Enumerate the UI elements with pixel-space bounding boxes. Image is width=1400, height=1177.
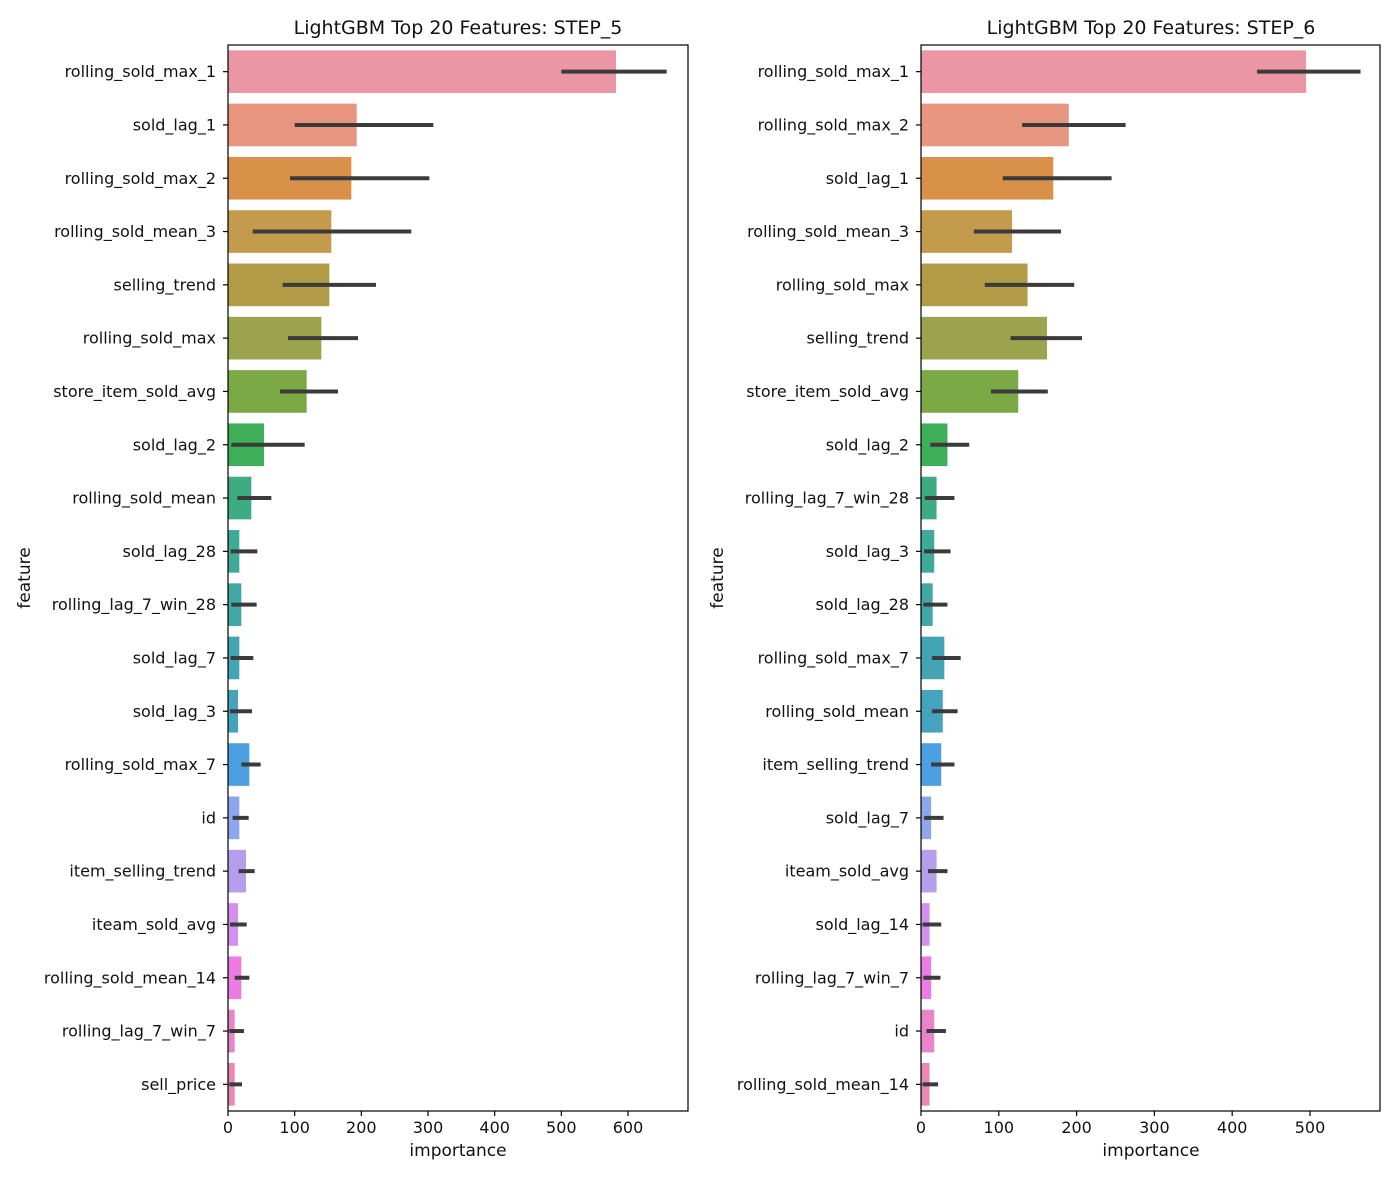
y-tick-label: iteam_sold_avg <box>785 862 909 882</box>
y-tick-label: sold_lag_28 <box>816 595 910 615</box>
bar <box>228 956 242 1000</box>
y-tick-label: sold_lag_2 <box>826 435 909 455</box>
y-tick-label: store_item_sold_avg <box>53 382 216 402</box>
y-tick-label: item_selling_trend <box>762 755 909 775</box>
y-tick-label: rolling_lag_7_win_28 <box>745 489 909 509</box>
bar <box>228 50 616 93</box>
x-axis-label: importance <box>409 1141 506 1161</box>
bar <box>921 50 1307 93</box>
y-axis-label: feature <box>708 547 728 608</box>
y-tick-label: rolling_sold_max_1 <box>65 62 216 82</box>
y-tick-label: sold_lag_14 <box>816 915 910 935</box>
y-tick-label: rolling_sold_max_7 <box>758 648 909 668</box>
y-tick-label: store_item_sold_avg <box>746 382 909 402</box>
y-tick-label: rolling_sold_mean_3 <box>747 222 909 242</box>
y-tick-label: id <box>894 1022 909 1041</box>
chart-panel-1: rolling_sold_max_1 sold_lag_1 rolling_sold… <box>15 17 689 1161</box>
chart-title: LightGBM Top 20 Features: STEP_5 <box>294 17 623 39</box>
chart-panel-2: rolling_sold_max_1 rolling_sold_max_2sold… <box>708 17 1381 1161</box>
y-tick-label: rolling_sold_max_2 <box>65 169 216 189</box>
y-tick-label: sold_lag_1 <box>826 169 909 189</box>
x-tick-label: 0 <box>223 1118 233 1137</box>
x-tick-label: 200 <box>346 1118 377 1137</box>
bar <box>921 743 942 786</box>
y-tick-label: selling_trend <box>114 275 216 295</box>
y-tick-label: item_selling_trend <box>69 862 216 882</box>
axes-frame <box>920 44 1381 1112</box>
x-tick-label: 100 <box>279 1118 310 1137</box>
y-tick-label: rolling_sold_max <box>776 275 909 295</box>
x-tick-label: 0 <box>916 1118 926 1137</box>
x-axis-label: importance <box>1102 1141 1199 1161</box>
y-tick-label: rolling_lag_7_win_28 <box>52 595 216 615</box>
axes-frame <box>227 44 689 1112</box>
y-tick-label: rolling_sold_mean_14 <box>44 968 216 988</box>
y-tick-label: sold_lag_7 <box>133 648 216 668</box>
y-tick-label: sold_lag_2 <box>133 435 216 455</box>
bar <box>228 849 246 893</box>
x-tick-label: 300 <box>1139 1118 1170 1137</box>
y-tick-label: rolling_sold_mean_3 <box>54 222 216 242</box>
x-tick-label: 400 <box>479 1118 510 1137</box>
chart-title: LightGBM Top 20 Features: STEP_6 <box>987 17 1316 39</box>
x-tick-label: 500 <box>546 1118 577 1137</box>
y-tick-label: rolling_sold_mean <box>72 489 216 509</box>
y-tick-label: rolling_sold_max <box>83 329 216 349</box>
y-tick-label: selling_trend <box>807 329 909 349</box>
y-tick-label: sold_lag_7 <box>826 808 909 828</box>
bar <box>228 743 250 786</box>
x-tick-label: 400 <box>1217 1118 1248 1137</box>
y-tick-label: id <box>201 808 216 827</box>
x-tick-label: 100 <box>984 1118 1015 1137</box>
y-tick-label: sold_lag_3 <box>133 702 216 722</box>
y-tick-label: rolling_lag_7_win_7 <box>755 968 909 988</box>
x-tick-label: 300 <box>413 1118 444 1137</box>
x-tick-label: 200 <box>1061 1118 1092 1137</box>
x-tick-label: 500 <box>1295 1118 1326 1137</box>
y-tick-label: sell_price <box>141 1075 216 1095</box>
x-tick-label: 600 <box>613 1118 644 1137</box>
y-tick-label: rolling_sold_max_7 <box>65 755 216 775</box>
y-tick-label: rolling_sold_max_2 <box>758 115 909 135</box>
y-tick-label: sold_lag_3 <box>826 542 909 562</box>
y-tick-label: iteam_sold_avg <box>92 915 216 935</box>
y-axis-label: feature <box>15 547 35 608</box>
y-tick-label: rolling_lag_7_win_7 <box>62 1022 216 1042</box>
y-tick-label: sold_lag_28 <box>123 542 217 562</box>
y-tick-label: rolling_sold_max_1 <box>758 62 909 82</box>
y-tick-label: rolling_sold_mean <box>765 702 909 722</box>
y-tick-label: sold_lag_1 <box>133 115 216 135</box>
y-tick-label: rolling_sold_mean_14 <box>737 1075 909 1095</box>
